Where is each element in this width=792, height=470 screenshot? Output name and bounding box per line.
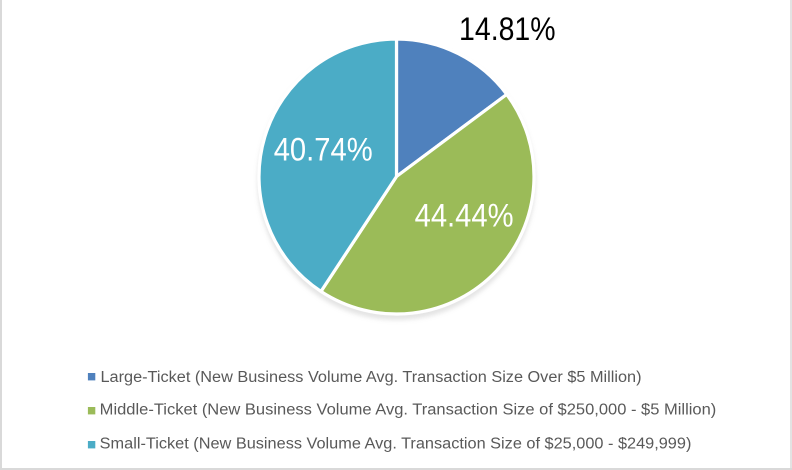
svg-text:44.44%: 44.44%	[415, 198, 514, 234]
svg-text:14.81%: 14.81%	[459, 11, 556, 47]
svg-text:Middle-Ticket (New Business Vo: Middle-Ticket (New Business Volume Avg. …	[100, 401, 717, 418]
svg-text:Large-Ticket (New Business Vol: Large-Ticket (New Business Volume Avg. T…	[101, 369, 642, 386]
svg-text:Small-Ticket (New Business Vol: Small-Ticket (New Business Volume Avg. T…	[100, 435, 692, 452]
svg-text:40.74%: 40.74%	[274, 132, 373, 168]
